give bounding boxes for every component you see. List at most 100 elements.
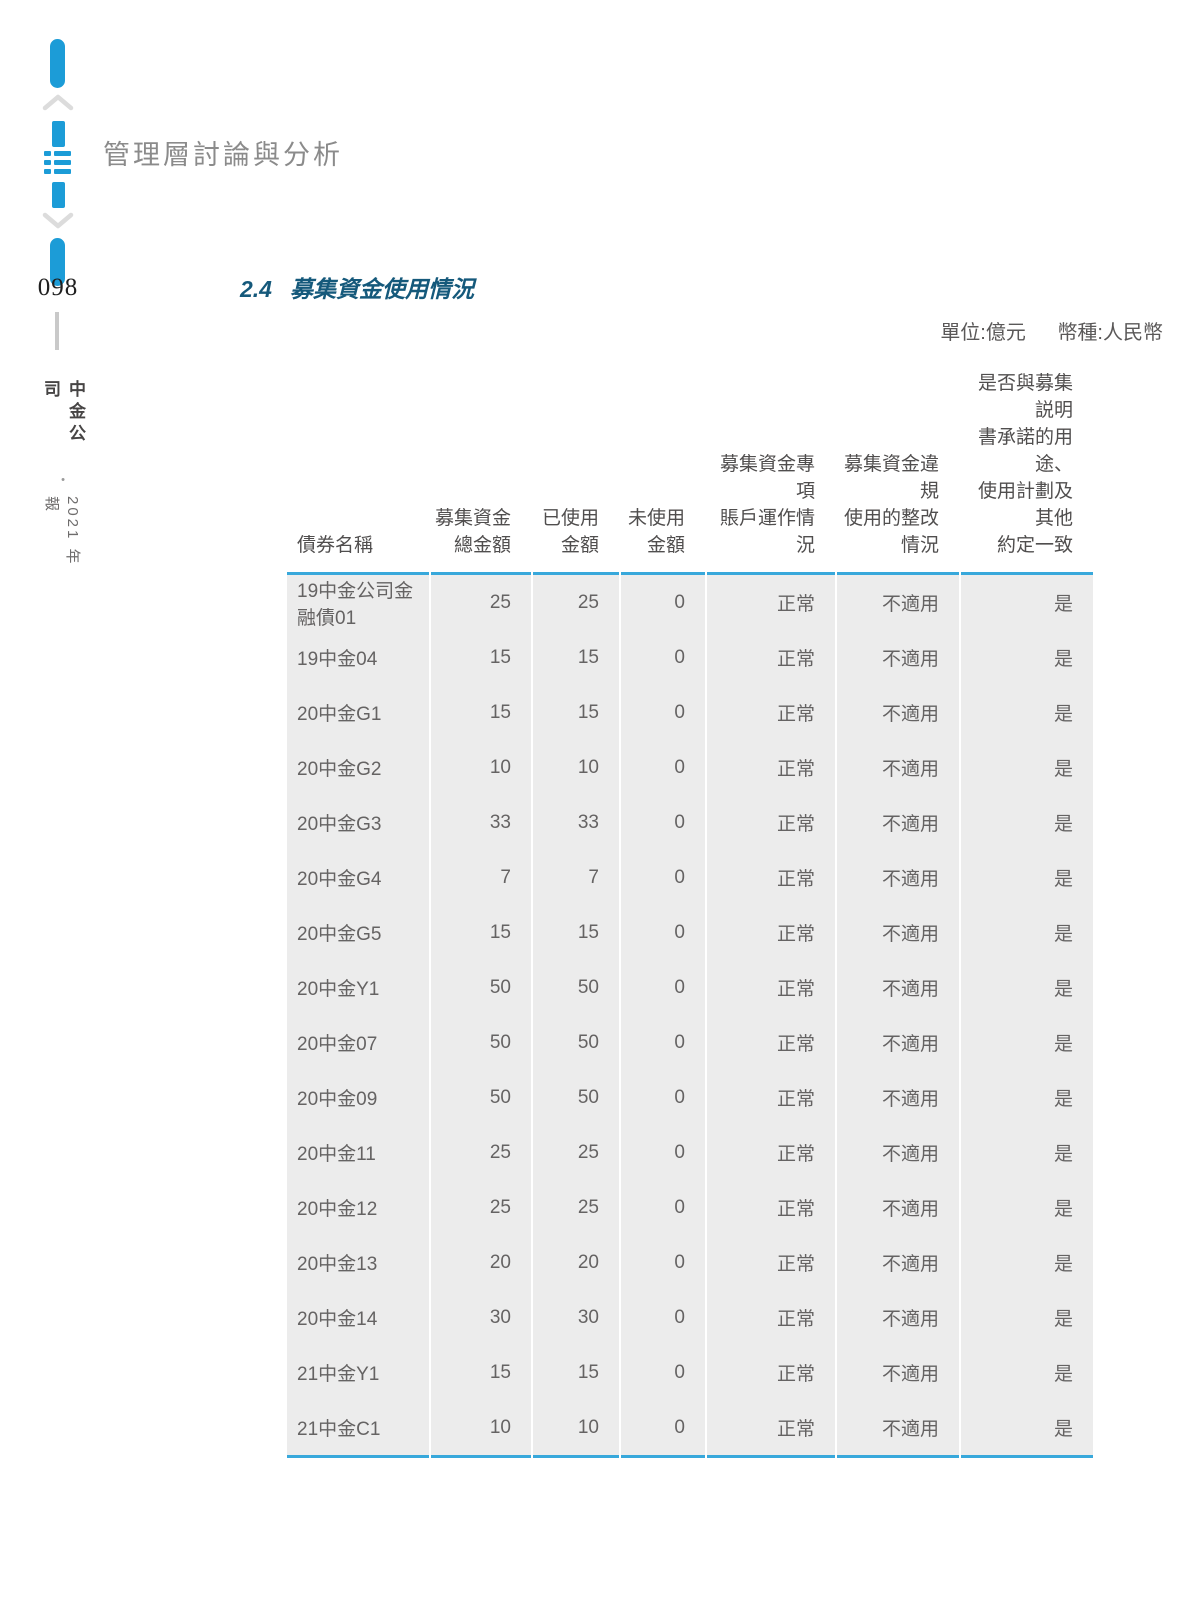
- bond-name-cell: 19中金公司金融債01: [287, 575, 429, 630]
- table-cell: 7: [431, 850, 531, 905]
- bond-name-cell: 20中金07: [287, 1015, 429, 1070]
- table-cell: 15: [533, 905, 619, 960]
- bond-name-cell: 20中金G2: [287, 740, 429, 795]
- chevron-up-icon[interactable]: [42, 93, 74, 112]
- table-cell: 0: [621, 1125, 705, 1180]
- header-cell: 募集資金專項 賬戶運作情況: [707, 370, 835, 575]
- bond-name-cell: 21中金Y1: [287, 1345, 429, 1400]
- table-cell: 25: [533, 1180, 619, 1235]
- table-cell: 15: [431, 630, 531, 685]
- header-cell: 未使用 金額: [621, 370, 705, 575]
- table-cell: 正常: [707, 1125, 835, 1180]
- table-cell: 20: [533, 1235, 619, 1290]
- table-cell: 不適用: [837, 740, 959, 795]
- table-cell: 正常: [707, 1345, 835, 1400]
- table-cell: 25: [533, 575, 619, 630]
- table-cell: 是: [961, 850, 1093, 905]
- table-cell: 正常: [707, 905, 835, 960]
- table-row: 20中金G2 10 10 0 正常 不適用是: [287, 740, 1093, 795]
- table-cell: 50: [431, 1070, 531, 1125]
- table-cell: 不適用: [837, 1070, 959, 1125]
- rail-block-lower: [52, 182, 65, 208]
- table-cell: 是: [961, 795, 1093, 850]
- list-icon-line: [54, 169, 71, 174]
- table-cell: 正常: [707, 1235, 835, 1290]
- table-cell: 15: [533, 685, 619, 740]
- list-icon[interactable]: [44, 151, 71, 178]
- table-row: 20中金G3 33 33 0 正常 不適用是: [287, 795, 1093, 850]
- table-cell: 0: [621, 905, 705, 960]
- bond-name-cell: 20中金11: [287, 1125, 429, 1180]
- table-row: 20中金12 25 25 0 正常 不適用是: [287, 1180, 1093, 1235]
- table-cell: 不適用: [837, 1400, 959, 1458]
- currency-label: 幣種:人民幣: [1057, 322, 1163, 344]
- table-row: 20中金G5 15 15 0 正常 不適用是: [287, 905, 1093, 960]
- table-cell: 25: [431, 1180, 531, 1235]
- table-row: 20中金G1 15 15 0 正常 不適用是: [287, 685, 1093, 740]
- chapter-title: 管理層討論與分析: [103, 140, 343, 170]
- table-row: 20中金11 25 25 0 正常 不適用是: [287, 1125, 1093, 1180]
- rail-bottom-bar: [50, 238, 65, 286]
- list-icon-dot: [44, 169, 51, 174]
- table-row: 21中金C1 10 10 0 正常 不適用是: [287, 1400, 1093, 1458]
- table-cell: 是: [961, 1290, 1093, 1345]
- table-cell: 50: [431, 960, 531, 1015]
- table-cell: 0: [621, 960, 705, 1015]
- bond-name-cell: 20中金G3: [287, 795, 429, 850]
- table-row: 21中金Y1 15 15 0 正常 不適用是: [287, 1345, 1093, 1400]
- table-cell: 不適用: [837, 1345, 959, 1400]
- brand-separator-dot: •: [57, 473, 69, 486]
- table-cell: 0: [621, 740, 705, 795]
- header-cell: 已使用 金額: [533, 370, 619, 575]
- table-cell: 25: [533, 1125, 619, 1180]
- table-cell: 正常: [707, 795, 835, 850]
- bond-name-cell: 20中金G4: [287, 850, 429, 905]
- chevron-down-icon[interactable]: [42, 211, 74, 230]
- bond-name-cell: 21中金C1: [287, 1400, 429, 1458]
- list-icon-line: [54, 151, 71, 156]
- table-cell: 15: [431, 685, 531, 740]
- table-cell: 50: [533, 960, 619, 1015]
- table-cell: 是: [961, 575, 1093, 630]
- table-cell: 50: [431, 1015, 531, 1070]
- bond-name-cell: 20中金14: [287, 1290, 429, 1345]
- table-cell: 0: [621, 1345, 705, 1400]
- table-cell: 正常: [707, 1290, 835, 1345]
- table-cell: 25: [431, 1125, 531, 1180]
- table-cell: 不適用: [837, 1180, 959, 1235]
- table-cell: 是: [961, 1015, 1093, 1070]
- table-cell: 10: [533, 740, 619, 795]
- table-cell: 是: [961, 1180, 1093, 1235]
- table-cell: 正常: [707, 740, 835, 795]
- table-cell: 20: [431, 1235, 531, 1290]
- table-cell: 15: [533, 1345, 619, 1400]
- table-cell: 不適用: [837, 1290, 959, 1345]
- table-cell: 是: [961, 1070, 1093, 1125]
- table-cell: 是: [961, 685, 1093, 740]
- table-cell: 10: [431, 740, 531, 795]
- table-cell: 不適用: [837, 1015, 959, 1070]
- table-cell: 不適用: [837, 850, 959, 905]
- funds-table: 債券名稱 募集資金 總金額 已使用 金額 未使用 金額 募集資金專項 賬戶運作情況 募集資…: [285, 370, 1095, 1458]
- table-cell: 0: [621, 1400, 705, 1458]
- table-cell: 正常: [707, 1015, 835, 1070]
- table-cell: 不適用: [837, 960, 959, 1015]
- section-title: 募集資金使用情況: [289, 276, 474, 302]
- list-icon-dot: [44, 160, 51, 165]
- brand-year: 2021 年報: [43, 495, 81, 567]
- table-cell: 不適用: [837, 575, 959, 630]
- table-cell: 正常: [707, 630, 835, 685]
- table-cell: 正常: [707, 1180, 835, 1235]
- table-cell: 0: [621, 1180, 705, 1235]
- table-cell: 不適用: [837, 905, 959, 960]
- table-row: 20中金07 50 50 0 正常 不適用是: [287, 1015, 1093, 1070]
- table-row: 19中金公司金融債01 25 25 0 正常 不適用是: [287, 575, 1093, 630]
- table-cell: 是: [961, 740, 1093, 795]
- table-row: 20中金13 20 20 0 正常 不適用是: [287, 1235, 1093, 1290]
- unit-note: 單位:億元 幣種:人民幣: [940, 316, 1163, 345]
- section-heading: 2.4 募集資金使用情況: [240, 270, 474, 304]
- table-cell: 不適用: [837, 630, 959, 685]
- table-row: 20中金G4 7 7 0 正常 不適用是: [287, 850, 1093, 905]
- table-cell: 0: [621, 1070, 705, 1125]
- table-row: 20中金09 50 50 0 正常 不適用是: [287, 1070, 1093, 1125]
